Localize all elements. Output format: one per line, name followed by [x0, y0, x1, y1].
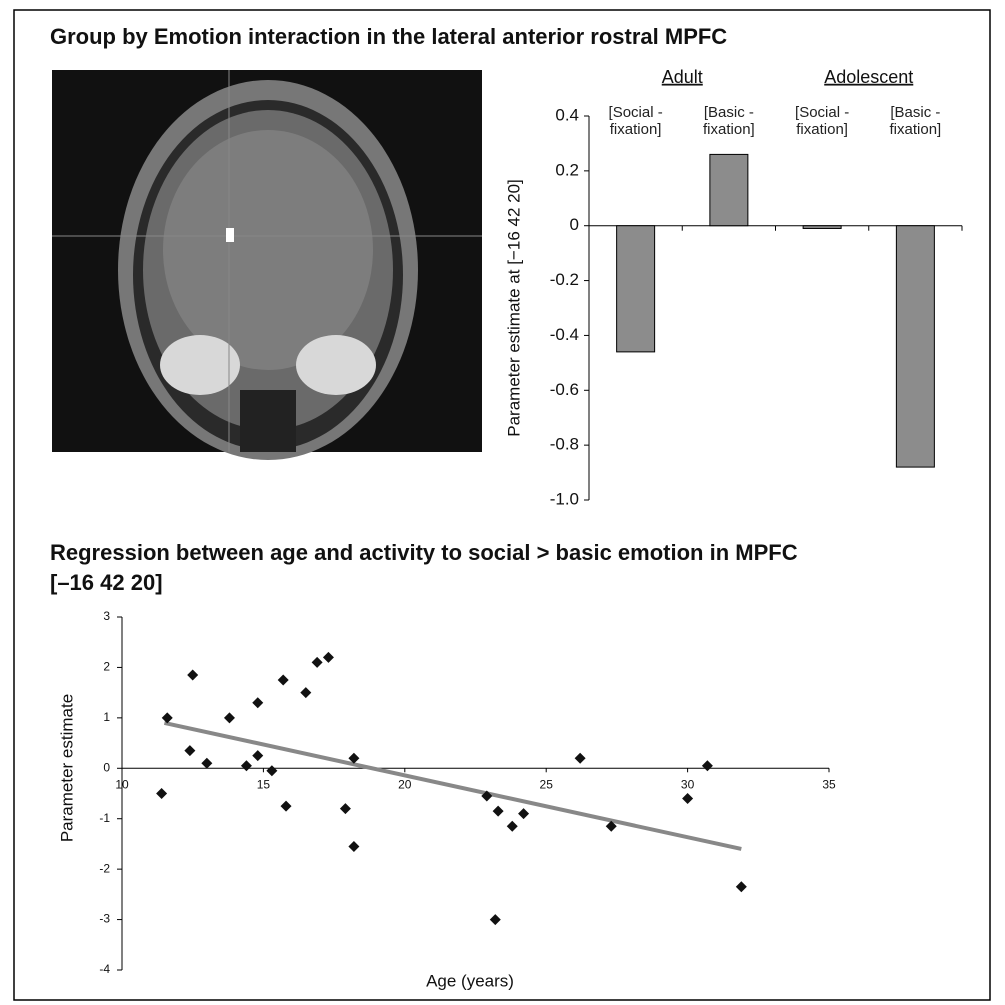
y-axis-label: Parameter estimate: [57, 694, 76, 842]
bar: [710, 154, 748, 225]
bar: [896, 226, 934, 467]
y-tick-label: -0.8: [550, 435, 579, 454]
y-axis-label: Parameter estimate at [−16 42 20]: [504, 179, 523, 437]
y-tick-label: 0: [570, 215, 579, 234]
bar: [803, 226, 841, 229]
x-tick-label: 20: [398, 777, 412, 791]
x-axis-label: Age (years): [426, 971, 514, 990]
y-tick-label: 0: [103, 760, 110, 774]
x-tick-label: [Basic - fixation]: [869, 104, 961, 138]
y-tick-label: 1: [103, 710, 110, 724]
y-tick-label: -0.2: [550, 270, 579, 289]
y-tick-label: -0.4: [550, 325, 579, 344]
y-tick-label: 0.4: [555, 105, 579, 124]
y-tick-label: 0.2: [555, 160, 579, 179]
y-tick-label: 2: [103, 660, 110, 674]
y-tick-label: 3: [103, 609, 110, 623]
panel-title: Group by Emotion interaction in the late…: [50, 24, 727, 49]
bar: [617, 226, 655, 352]
y-tick-label: -1.0: [550, 489, 579, 508]
x-tick-label: [Social - fixation]: [590, 104, 682, 138]
x-tick-label: 15: [257, 777, 271, 791]
category-label-box: [Social - fixation]: [590, 104, 682, 144]
group-label: Adolescent: [824, 67, 913, 87]
y-tick-label: -2: [99, 861, 110, 875]
x-tick-label: 25: [540, 777, 554, 791]
panel-title-wrap: Regression between age and activity to s…: [50, 538, 810, 608]
x-tick-label: 35: [822, 777, 836, 791]
y-tick-label: -4: [99, 962, 110, 976]
x-tick-label: 30: [681, 777, 695, 791]
y-tick-label: -0.6: [550, 380, 579, 399]
brain-image: [52, 70, 482, 460]
x-tick-label: [Social - fixation]: [776, 104, 868, 138]
group-label: Adult: [662, 67, 703, 87]
y-tick-label: -1: [99, 811, 110, 825]
category-label-box: [Social - fixation]: [776, 104, 868, 144]
category-label-box: [Basic - fixation]: [683, 104, 775, 144]
category-label-box: [Basic - fixation]: [869, 104, 961, 144]
x-tick-label: [Basic - fixation]: [683, 104, 775, 138]
figure: Group by Emotion interaction in the late…: [0, 0, 1005, 1005]
panel-title: Regression between age and activity to s…: [50, 538, 810, 598]
y-tick-label: -3: [99, 912, 110, 926]
x-tick-label: 10: [115, 777, 129, 791]
